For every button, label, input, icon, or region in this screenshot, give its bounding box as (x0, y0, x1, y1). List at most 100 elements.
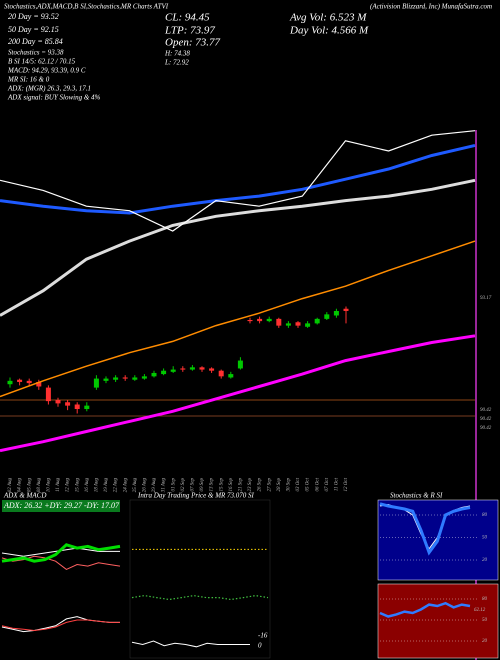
candle-body (247, 320, 253, 322)
high: H: 74.38 (164, 50, 190, 58)
candle-body (65, 402, 71, 406)
candle-body (93, 378, 99, 388)
candle-body (161, 370, 167, 375)
price-label: 90.42 (480, 408, 492, 413)
x-tick-label: 27 Sep (267, 478, 272, 492)
title: Stochastics,ADX,MACD,B SI,Stochastics,MR… (4, 3, 169, 11)
series-line (379, 502, 471, 556)
x-tick-label: 26 Sep (258, 478, 263, 492)
mr-label: 0 (258, 642, 262, 650)
candle-body (36, 381, 42, 387)
candle-body (132, 377, 138, 380)
price-label: 90.42 (480, 417, 492, 422)
series-line (1, 619, 120, 632)
intraday-frame (129, 499, 271, 659)
candle-body (333, 310, 339, 316)
x-tick-label: 26 Aug (143, 478, 148, 493)
price-label: 90.42 (480, 426, 492, 431)
x-tick-label: 12 Aug (66, 478, 71, 493)
series-line (0, 334, 476, 453)
candle-body (26, 380, 32, 384)
candle-body (170, 369, 176, 372)
x-tick-label: 30 Sep (287, 478, 292, 492)
candle-body (113, 377, 119, 380)
candle-body (324, 314, 330, 319)
x-tick-label: 15 Aug (75, 478, 80, 493)
x-tick-label: 02 Aug (8, 478, 13, 493)
candle-body (199, 367, 205, 370)
open: Open: 73.77 (165, 37, 220, 49)
x-tick-label: 28 Sep (277, 478, 282, 492)
x-tick-label: 29 Aug (152, 478, 157, 493)
x-tick-label: 24 Aug (123, 478, 128, 493)
x-tick-label: 11 Aug (56, 478, 61, 492)
x-tick-label: 23 Sep (248, 478, 253, 492)
mrsi: MR SI: 16 & 0 (7, 76, 50, 84)
x-tick-label: 10 Aug (47, 478, 52, 493)
x-tick-label: 21 Sep (239, 478, 244, 492)
candle-body (237, 360, 243, 369)
candle-body (257, 318, 263, 322)
x-tick-label: 22 Aug (114, 478, 119, 493)
candle-body (74, 404, 80, 410)
x-tick-label: 13 Sep (210, 478, 215, 492)
series-line (1, 543, 121, 563)
x-tick-label: 07 Oct (325, 477, 330, 491)
adx-signal: ADX signal: BUY Slowing & 4% (7, 94, 101, 102)
candle-body (276, 318, 282, 326)
x-tick-label: 15 Sep (219, 478, 224, 492)
x-tick-label: 02 Sep (181, 478, 186, 492)
candle-body (209, 368, 215, 371)
stochastics: Stochastics = 93.38 (8, 49, 64, 57)
company: (Activision Blizzard, Inc) MunafaSutra.c… (370, 3, 492, 11)
x-tick-label: 04 Aug (18, 478, 23, 493)
adx-label: ADX: 26.32 +DY: 29.27 -DY: 17.07 (3, 501, 120, 510)
x-tick-label: 19 Aug (104, 478, 109, 493)
candle-body (218, 370, 224, 377)
y-tick-label: 50 (482, 618, 488, 623)
x-tick-label: 05 Oct (306, 477, 311, 491)
x-tick-label: 06 Oct (315, 477, 320, 491)
candle-body (103, 378, 109, 381)
x-tick-label: 05 Aug (27, 478, 32, 493)
x-tick-label: 25 Aug (133, 478, 138, 493)
rsi-bg (377, 583, 499, 659)
candle-body (151, 372, 157, 377)
x-tick-label: 12 Oct (344, 477, 349, 491)
x-tick-label: 16 Aug (85, 478, 90, 493)
ema200: 200 Day = 85.84 (8, 37, 63, 46)
candle-body (17, 379, 23, 382)
candle-body (141, 376, 147, 379)
x-tick-label: 09 Sep (200, 478, 205, 492)
x-tick-label: 18 Aug (95, 478, 100, 493)
candle-body (314, 318, 320, 324)
bsi: B SI 14/5: 62.12 / 70.15 (8, 58, 76, 66)
candle-body (122, 377, 128, 379)
panel-title: Stochastics & R SI (390, 492, 443, 500)
y-tick-label: 80 (482, 513, 488, 518)
candle-body (285, 323, 291, 326)
y-tick-label: 50 (482, 536, 488, 541)
candle-body (7, 380, 13, 385)
y-tick-label: 20 (482, 558, 488, 563)
panel-title: Intra Day Trading Price & MR 73.070 SI (137, 492, 255, 500)
x-tick-label: 07 Sep (191, 478, 196, 492)
macd: MACD: 94.29, 93.39, 0.9 C (7, 67, 86, 75)
candle-body (45, 387, 51, 402)
y-tick-label: 20 (482, 639, 488, 644)
rsi-label: 62.12 (474, 608, 486, 613)
candle-body (180, 368, 186, 370)
series-line (1, 555, 121, 570)
ltp: LTP: 73.97 (164, 25, 215, 37)
series-line (0, 143, 476, 215)
panel-title: ADX & MACD (3, 492, 46, 500)
price-label: 93.17 (480, 296, 492, 301)
x-tick-label: 08 Aug (37, 478, 42, 493)
candle-body (305, 323, 311, 327)
avg-vol: Avg Vol: 6.523 M (289, 12, 367, 24)
y-tick-label: 80 (482, 597, 488, 602)
ema50: 50 Day = 92.15 (8, 25, 59, 34)
x-tick-label: 03 Oct (296, 477, 301, 491)
series-line (0, 240, 476, 398)
candle-body (343, 308, 349, 311)
